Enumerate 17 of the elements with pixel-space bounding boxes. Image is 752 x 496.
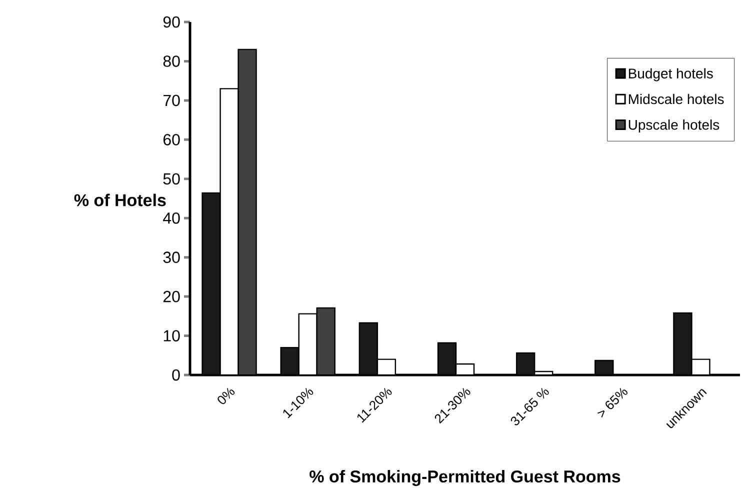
y-tick-label: 0 bbox=[172, 369, 180, 381]
legend-label: Upscale hotels bbox=[628, 119, 720, 133]
legend-label: Budget hotels bbox=[628, 68, 713, 82]
y-tick-label: 90 bbox=[163, 16, 180, 28]
y-tick-label: 70 bbox=[163, 94, 180, 106]
y-tick-label: 50 bbox=[163, 173, 180, 185]
y-axis-title: % of Hotels bbox=[74, 194, 166, 206]
x-tick-label: > 65% bbox=[597, 388, 628, 418]
y-tick-label: 30 bbox=[163, 252, 180, 263]
y-tick-label: 80 bbox=[163, 56, 180, 67]
y-tick-label: 10 bbox=[164, 330, 180, 342]
x-tick-label: 0% bbox=[218, 388, 235, 404]
y-tick-label: 20 bbox=[163, 290, 180, 302]
x-axis-title: % of Smoking-Permitted Guest Rooms bbox=[310, 470, 620, 486]
y-tick-label: 40 bbox=[163, 212, 180, 224]
legend-label: Midscale hotels bbox=[628, 94, 724, 104]
y-tick-label: 60 bbox=[163, 134, 180, 146]
